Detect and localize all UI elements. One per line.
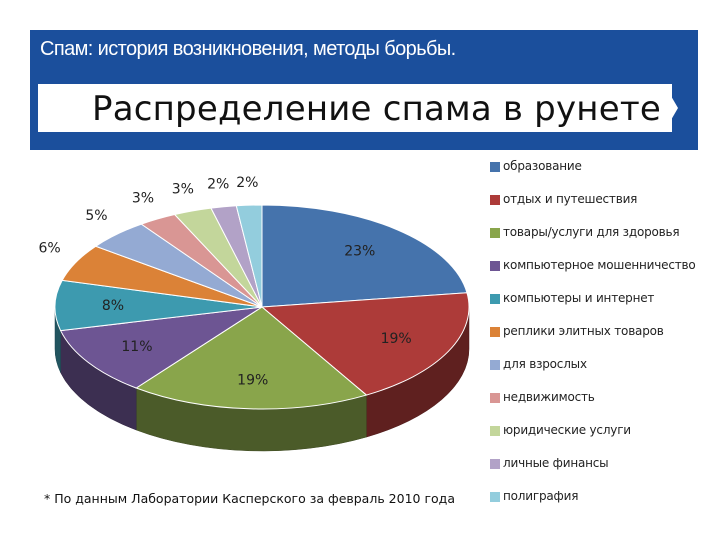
legend-label: недвижимость [503, 390, 595, 404]
pie-label-10: 2% [236, 175, 258, 191]
legend-label: отдых и путешествия [503, 192, 638, 206]
legend-label: полиграфия [503, 489, 579, 503]
pie-label-8: 3% [172, 181, 194, 197]
top-banner: Спам: история возникновения, методы борь… [30, 30, 698, 72]
legend-swatch [490, 228, 500, 238]
legend-label: личные финансы [503, 456, 609, 470]
legend-item: для взрослых [490, 357, 715, 390]
legend-item: компьютерное мошенничество [490, 258, 715, 291]
title-box [38, 84, 672, 132]
pie-slice-1 [260, 292, 470, 396]
pie-label-5: 6% [39, 240, 61, 256]
legend-label: компьютеры и интернет [503, 291, 655, 305]
pie-label-0: 23% [344, 244, 375, 260]
pie-label-4: 8% [102, 298, 124, 314]
legend-swatch [490, 195, 500, 205]
title-arrow-shape [664, 84, 678, 132]
pie-tops [54, 204, 470, 410]
legend-item: юридические услуги [490, 423, 715, 456]
legend-swatch [490, 393, 500, 403]
legend-label: для взрослых [503, 357, 587, 371]
footnote: * По данным Лаборатории Касперского за ф… [44, 491, 455, 506]
legend-swatch [490, 426, 500, 436]
legend-label: образование [503, 159, 582, 173]
legend-swatch [490, 327, 500, 337]
presentation-subtitle: Спам: история возникновения, методы борь… [40, 38, 456, 60]
banner-tab [380, 30, 420, 72]
pie-slice-2 [135, 306, 368, 410]
legend-label: компьютерное мошенничество [503, 258, 696, 272]
legend-item: недвижимость [490, 390, 715, 423]
pie-labels: 23% 19% 19% 11% 8% 6% 5% 3% 3% 2% 2% [39, 175, 412, 388]
pie-slice-0 [261, 204, 468, 308]
legend-item: отдых и путешествия [490, 192, 715, 225]
legend-item: товары/услуги для здоровья [490, 225, 715, 258]
legend-swatch [490, 294, 500, 304]
legend-swatch [490, 459, 500, 469]
legend-label: товары/услуги для здоровья [503, 225, 680, 239]
legend-item: образование [490, 159, 715, 192]
legend: образование отдых и путешествия товары/усл… [490, 159, 715, 522]
legend-label: реплики элитных товаров [503, 324, 664, 338]
legend-item: полиграфия [490, 489, 715, 522]
legend-label: юридические услуги [503, 423, 631, 437]
pie-label-2: 19% [237, 372, 268, 388]
legend-swatch [490, 162, 500, 172]
legend-swatch [490, 261, 500, 271]
pie-label-1: 19% [381, 331, 412, 347]
pie-slice-10 [235, 204, 263, 308]
pie-slice-4 [54, 279, 263, 332]
pie-label-9: 2% [207, 177, 229, 193]
pie-label-7: 3% [132, 191, 154, 207]
legend-item: личные финансы [490, 456, 715, 489]
chart-title: Распределение спама в рунете [92, 89, 661, 129]
legend-item: реплики элитных товаров [490, 324, 715, 357]
legend-swatch [490, 492, 500, 502]
pie-slice-3 [59, 306, 263, 389]
pie-label-6: 5% [85, 208, 107, 224]
legend-item: компьютеры и интернет [490, 291, 715, 324]
legend-swatch [490, 360, 500, 370]
pie-label-3: 11% [121, 339, 152, 355]
